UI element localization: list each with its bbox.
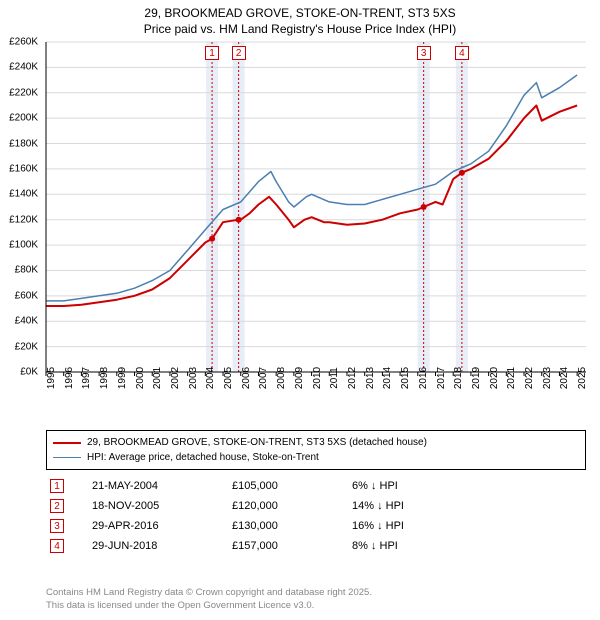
sale-row-marker: 2 (50, 499, 64, 513)
x-tick-label: 2002 (170, 367, 181, 389)
footer-line-1: Contains HM Land Registry data © Crown c… (46, 587, 372, 599)
sale-marker-flag: 2 (232, 46, 246, 60)
y-tick-label: £40K (15, 316, 38, 327)
x-tick-label: 2006 (241, 367, 252, 389)
x-tick-label: 2007 (258, 367, 269, 389)
y-tick-label: £120K (9, 214, 38, 225)
x-tick-label: 2013 (365, 367, 376, 389)
chart-title-block: 29, BROOKMEAD GROVE, STOKE-ON-TRENT, ST3… (0, 0, 600, 37)
sale-diff: 6% ↓ HPI (352, 480, 586, 492)
sale-price: £105,000 (232, 480, 352, 492)
sale-row-marker: 4 (50, 539, 64, 553)
sale-date: 29-APR-2016 (92, 520, 232, 532)
line-chart (46, 42, 586, 372)
sale-price: £130,000 (232, 520, 352, 532)
x-tick-label: 2012 (347, 367, 358, 389)
x-tick-label: 1997 (81, 367, 92, 389)
sale-diff: 8% ↓ HPI (352, 540, 586, 552)
footer-line-2: This data is licensed under the Open Gov… (46, 600, 372, 612)
y-tick-label: £220K (9, 87, 38, 98)
x-tick-label: 2020 (489, 367, 500, 389)
legend-label: HPI: Average price, detached house, Stok… (87, 450, 319, 465)
y-tick-label: £240K (9, 62, 38, 73)
sale-price: £157,000 (232, 540, 352, 552)
x-tick-label: 1995 (46, 367, 57, 389)
chart-area: £0K£20K£40K£60K£80K£100K£120K£140K£160K£… (46, 42, 586, 372)
title-line-1: 29, BROOKMEAD GROVE, STOKE-ON-TRENT, ST3… (0, 6, 600, 22)
x-tick-label: 2016 (418, 367, 429, 389)
legend-swatch (53, 457, 81, 458)
sale-row-marker: 1 (50, 479, 64, 493)
x-tick-label: 2019 (471, 367, 482, 389)
y-tick-label: £260K (9, 37, 38, 48)
sale-price: £120,000 (232, 500, 352, 512)
x-tick-label: 2000 (135, 367, 146, 389)
sale-date: 18-NOV-2005 (92, 500, 232, 512)
x-tick-label: 2011 (329, 367, 340, 389)
sale-marker-flag: 4 (455, 46, 469, 60)
x-tick-label: 1998 (99, 367, 110, 389)
x-tick-label: 2021 (506, 367, 517, 389)
sale-date: 21-MAY-2004 (92, 480, 232, 492)
x-tick-label: 2008 (276, 367, 287, 389)
sale-date: 29-JUN-2018 (92, 540, 232, 552)
y-tick-label: £0K (20, 367, 38, 378)
legend-swatch (53, 442, 81, 444)
sale-marker-flag: 3 (417, 46, 431, 60)
title-line-2: Price paid vs. HM Land Registry's House … (0, 22, 600, 38)
legend-box: 29, BROOKMEAD GROVE, STOKE-ON-TRENT, ST3… (46, 430, 586, 470)
x-tick-label: 2024 (559, 367, 570, 389)
y-tick-label: £100K (9, 240, 38, 251)
y-tick-label: £20K (15, 341, 38, 352)
x-tick-label: 2004 (205, 367, 216, 389)
x-tick-label: 2005 (223, 367, 234, 389)
x-tick-label: 2003 (188, 367, 199, 389)
sales-table: 1 21-MAY-2004£105,0006% ↓ HPI 2 18-NOV-2005… (46, 476, 586, 556)
x-tick-label: 2014 (382, 367, 393, 389)
x-tick-label: 2023 (542, 367, 553, 389)
legend-item: 29, BROOKMEAD GROVE, STOKE-ON-TRENT, ST3… (53, 435, 579, 450)
sale-diff: 16% ↓ HPI (352, 520, 586, 532)
sale-row: 1 21-MAY-2004£105,0006% ↓ HPI (46, 476, 586, 496)
y-tick-label: £200K (9, 113, 38, 124)
x-tick-label: 2015 (400, 367, 411, 389)
x-tick-label: 2025 (577, 367, 588, 389)
y-tick-label: £60K (15, 290, 38, 301)
x-tick-label: 1999 (117, 367, 128, 389)
sale-row: 4 29-JUN-2018£157,0008% ↓ HPI (46, 536, 586, 556)
sale-row: 2 18-NOV-2005£120,00014% ↓ HPI (46, 496, 586, 516)
x-tick-label: 2022 (524, 367, 535, 389)
x-tick-label: 2018 (453, 367, 464, 389)
sale-marker-flag: 1 (205, 46, 219, 60)
x-tick-label: 2001 (152, 367, 163, 389)
sale-row-marker: 3 (50, 519, 64, 533)
y-tick-label: £140K (9, 189, 38, 200)
x-tick-label: 2009 (294, 367, 305, 389)
y-tick-label: £180K (9, 138, 38, 149)
page-root: 29, BROOKMEAD GROVE, STOKE-ON-TRENT, ST3… (0, 0, 600, 620)
legend-item: HPI: Average price, detached house, Stok… (53, 450, 579, 465)
x-tick-label: 1996 (64, 367, 75, 389)
sale-diff: 14% ↓ HPI (352, 500, 586, 512)
y-tick-label: £80K (15, 265, 38, 276)
x-tick-label: 2017 (436, 367, 447, 389)
x-tick-label: 2010 (312, 367, 323, 389)
y-tick-label: £160K (9, 163, 38, 174)
legend-label: 29, BROOKMEAD GROVE, STOKE-ON-TRENT, ST3… (87, 435, 427, 450)
footer-attribution: Contains HM Land Registry data © Crown c… (46, 587, 372, 612)
sale-row: 3 29-APR-2016£130,00016% ↓ HPI (46, 516, 586, 536)
